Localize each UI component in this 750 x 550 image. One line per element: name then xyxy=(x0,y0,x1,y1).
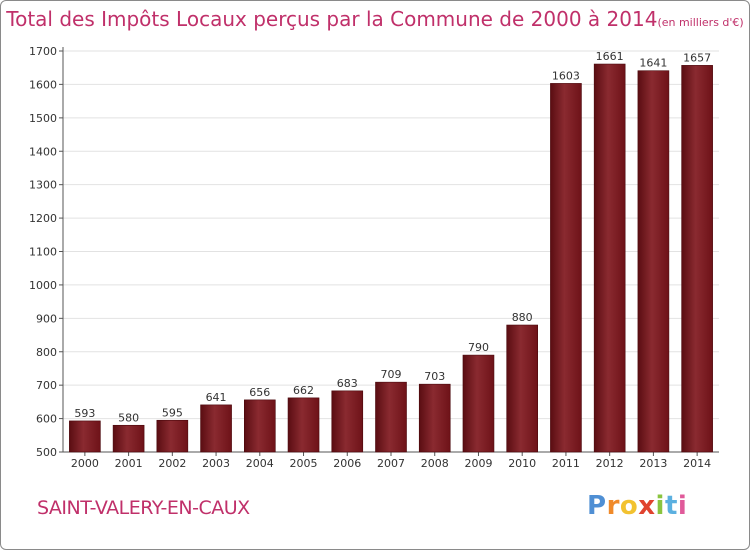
bar-value-label: 1603 xyxy=(552,69,580,82)
x-tick-label: 2003 xyxy=(202,457,230,470)
y-tick-label: 600 xyxy=(36,413,57,426)
bar-2011[interactable] xyxy=(550,83,582,453)
x-tick-label: 2010 xyxy=(508,457,536,470)
x-tick-label: 2002 xyxy=(158,457,186,470)
bars xyxy=(69,63,713,453)
x-tick-label: 2012 xyxy=(596,457,624,470)
bar-value-label: 1657 xyxy=(683,51,711,64)
bar-2012[interactable] xyxy=(593,63,626,453)
labels: 500 600 700 800 900 1000 1100 1200 1300 1400 1500 1… xyxy=(29,45,711,470)
y-tick-label: 1300 xyxy=(29,179,57,192)
logo-letter: t xyxy=(664,491,678,521)
x-tick-label: 2005 xyxy=(290,457,318,470)
logo-letter: P xyxy=(587,491,607,521)
chart-unit: (en milliers d'€) xyxy=(657,16,744,29)
bar-value-label: 880 xyxy=(512,311,533,324)
y-tick-label: 800 xyxy=(36,346,57,359)
y-tick-label: 1500 xyxy=(29,112,57,125)
bar-value-label: 709 xyxy=(381,368,402,381)
commune-name: SAINT-VALERY-EN-CAUX xyxy=(37,497,250,519)
x-tick-label: 2009 xyxy=(464,457,492,470)
bar-2000[interactable] xyxy=(69,420,101,453)
logo-letter: x xyxy=(638,491,656,521)
y-tick-label: 1400 xyxy=(29,145,57,158)
x-tick-label: 2006 xyxy=(333,457,361,470)
bar-value-label: 790 xyxy=(468,341,489,354)
bar-value-label: 1641 xyxy=(639,57,667,70)
bar-value-label: 641 xyxy=(206,391,227,404)
bar-2013[interactable] xyxy=(637,70,670,453)
bar-2010[interactable] xyxy=(506,324,539,453)
y-tick-label: 1700 xyxy=(29,45,57,58)
y-tick-label: 1600 xyxy=(29,78,57,91)
logo-letter: i xyxy=(677,491,688,521)
x-tick-label: 2014 xyxy=(683,457,711,470)
bar-value-label: 662 xyxy=(293,384,314,397)
x-tick-label: 2007 xyxy=(377,457,405,470)
bar-2001[interactable] xyxy=(112,424,145,453)
x-tick-label: 2004 xyxy=(246,457,274,470)
x-tick-label: 2000 xyxy=(71,457,99,470)
bar-value-label: 656 xyxy=(249,386,270,399)
x-tick-label: 2001 xyxy=(115,457,143,470)
bar-value-label: 580 xyxy=(118,411,139,424)
chart-title-text: Total des Impôts Locaux perçus par la Co… xyxy=(6,7,658,31)
x-tick-label: 2011 xyxy=(552,457,580,470)
chart-title: Total des Impôts Locaux perçus par la Co… xyxy=(1,7,749,31)
y-tick-label: 500 xyxy=(36,446,57,459)
bar-value-label: 1661 xyxy=(596,50,624,63)
bar-value-label: 703 xyxy=(424,370,445,383)
y-tick-label: 900 xyxy=(36,312,57,325)
bar-2009[interactable] xyxy=(462,354,495,453)
bar-value-label: 593 xyxy=(74,407,95,420)
logo-letter: r xyxy=(606,491,620,521)
bar-2014[interactable] xyxy=(681,65,713,453)
bar-2003[interactable] xyxy=(200,404,232,453)
y-tick-label: 700 xyxy=(36,379,57,392)
x-tick-label: 2008 xyxy=(421,457,449,470)
bar-2006[interactable] xyxy=(331,390,364,453)
bar-2008[interactable] xyxy=(418,383,451,453)
bar-2007[interactable] xyxy=(375,381,407,453)
proxiti-logo[interactable]: Proxiti xyxy=(587,491,687,521)
bar-value-label: 683 xyxy=(337,377,358,390)
bar-2002[interactable] xyxy=(156,419,189,453)
y-tick-label: 1000 xyxy=(29,279,57,292)
bar-2005[interactable] xyxy=(287,397,320,453)
bar-2004[interactable] xyxy=(244,399,276,453)
logo-letter: o xyxy=(619,491,639,521)
y-tick-label: 1200 xyxy=(29,212,57,225)
x-tick-label: 2013 xyxy=(639,457,667,470)
y-tick-label: 1100 xyxy=(29,246,57,259)
bar-value-label: 595 xyxy=(162,406,183,419)
logo-letter: i xyxy=(655,491,665,521)
